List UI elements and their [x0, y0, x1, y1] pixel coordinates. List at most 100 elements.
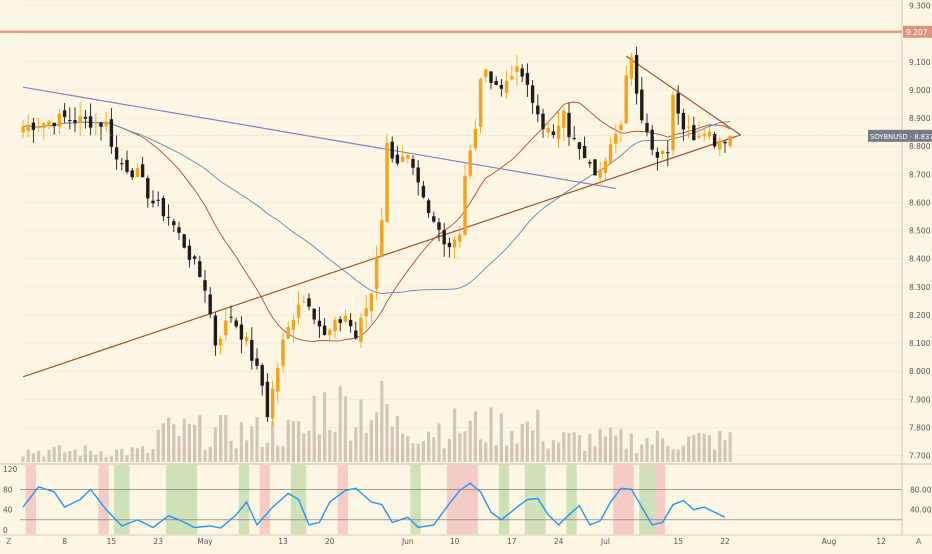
candle [707, 126, 712, 141]
candle-body [676, 93, 680, 114]
candle [354, 321, 358, 340]
candle [328, 327, 332, 343]
candle-body [468, 150, 472, 176]
volume-bar [89, 450, 93, 462]
volume-bar [650, 444, 654, 462]
candle-body [286, 326, 290, 339]
price-tick: 8.300 [909, 283, 931, 292]
volume-bar [603, 436, 607, 462]
candle [338, 316, 342, 332]
candle [31, 117, 36, 143]
candle [276, 362, 280, 404]
candle [255, 348, 259, 370]
candle-body [374, 257, 379, 290]
price-tick: 8.200 [909, 311, 931, 320]
candle-body [395, 154, 400, 164]
candle [36, 117, 41, 132]
candle [671, 91, 675, 156]
candle-body [302, 301, 306, 303]
candle [666, 140, 670, 167]
candle [510, 65, 514, 81]
candle-body [161, 197, 166, 217]
candle-body [120, 163, 124, 165]
time-axis[interactable]: 8 15 23 May 13 20 Jun 10 17 24 Jul 15 22 Aug 12 [62, 537, 886, 546]
volume-bar [260, 446, 264, 462]
volume-bar [37, 450, 41, 462]
price-tick: 9.300 [909, 2, 931, 11]
volume-bar [193, 424, 197, 462]
volume-bar [328, 430, 332, 462]
candle [629, 52, 634, 86]
volume-bar [390, 426, 394, 462]
candle [562, 107, 566, 142]
candle [582, 136, 587, 159]
candle [47, 120, 51, 130]
volume-bar [609, 427, 613, 462]
candle-body [94, 122, 98, 124]
volume-bar [323, 392, 327, 462]
candle [317, 306, 322, 338]
candle-body [608, 144, 613, 165]
volume-bar [250, 426, 254, 462]
last-price-tag[interactable]: SOYBNUSD · 8.837 [868, 129, 932, 142]
candle-body [265, 381, 270, 418]
candle-body [411, 158, 415, 168]
candle [104, 112, 108, 132]
oscillator-left-tick: 40 [3, 506, 13, 515]
candle-body [447, 242, 452, 248]
volume-bar [541, 441, 545, 462]
candle-body [140, 164, 145, 178]
volume-bar [224, 414, 228, 462]
candle [52, 122, 56, 135]
candle [62, 102, 67, 123]
candle [151, 190, 155, 208]
time-tick: 20 [325, 537, 335, 546]
time-tick: 23 [153, 537, 163, 546]
volume-bar [31, 453, 35, 462]
auto-scale-button[interactable]: A [916, 537, 922, 546]
candle-body [354, 330, 358, 339]
candle [260, 363, 264, 396]
candle-body [369, 293, 374, 311]
timezone-button[interactable]: Z [6, 537, 12, 546]
candle-body [73, 120, 77, 123]
candle [250, 327, 254, 370]
candle [161, 195, 166, 222]
descending-trendline[interactable] [22, 86, 616, 190]
triangle-top-line[interactable] [625, 55, 741, 136]
volume-bar [47, 449, 51, 462]
candle [712, 131, 717, 149]
volume-bar [536, 409, 540, 462]
time-tick: May [197, 537, 213, 546]
volume-bar [167, 417, 171, 462]
candle-body [47, 121, 51, 127]
candle-body [478, 79, 483, 127]
price-axis[interactable]: 9.3009.2009.1009.0008.9008.8008.7008.600… [20, 2, 932, 461]
candle [291, 314, 296, 343]
volume-bar [624, 448, 628, 462]
candle-body [359, 317, 363, 342]
volume-bar [307, 431, 311, 462]
candle [525, 63, 530, 97]
volume-bar [515, 443, 519, 462]
candle-body [156, 199, 160, 201]
candle-body [624, 75, 628, 124]
candle-body [68, 120, 72, 122]
candle [458, 225, 462, 248]
signal-zone [410, 465, 421, 534]
volume-bar [421, 440, 425, 462]
volume-bar [655, 430, 659, 462]
candle [120, 158, 124, 171]
signal-zone [446, 465, 478, 534]
resistance-price-tag[interactable]: 9.207 [903, 25, 932, 38]
candle [463, 163, 467, 237]
oscillator-left-tick: 120 [3, 465, 18, 474]
candle-body [166, 216, 171, 218]
oscillator-left-tick: 0 [3, 526, 8, 535]
volume-bar [494, 445, 498, 462]
candle [182, 233, 186, 249]
candle-body [270, 388, 275, 419]
candle [73, 107, 77, 133]
